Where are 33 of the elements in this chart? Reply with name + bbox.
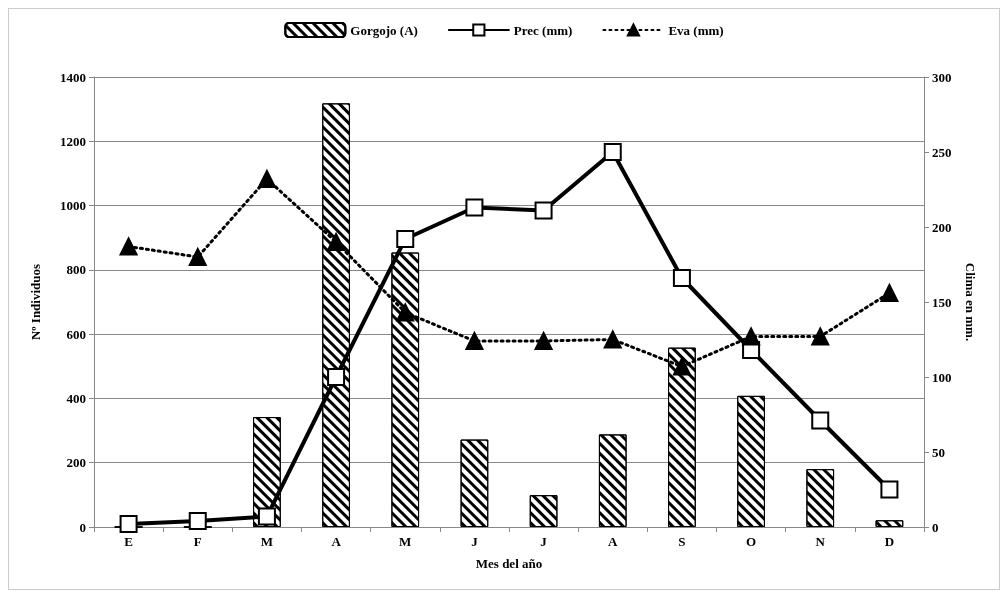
x-tick-label: A <box>331 534 342 549</box>
y-tick-label: 1400 <box>60 69 86 85</box>
x-tick-label: S <box>678 534 686 549</box>
y-tick-label: 800 <box>66 262 86 278</box>
y-tick-label: 1200 <box>60 133 86 149</box>
y2-tick-label: 250 <box>932 144 952 160</box>
y2-tick-label: 0 <box>932 519 939 535</box>
x-tick-label: M <box>399 534 412 549</box>
x-tick-label: F <box>193 534 202 549</box>
x-tick-label: D <box>884 534 895 549</box>
legend-label: Gorgojo (A) <box>350 22 418 38</box>
x-tick-label: J <box>471 534 479 549</box>
y2-tick-label: 150 <box>932 294 952 310</box>
y2-tick-label: 300 <box>932 69 952 85</box>
legend-label: Eva (mm) <box>668 22 724 38</box>
y-tick-label: 0 <box>79 519 86 535</box>
y-tick-label: 1000 <box>60 198 86 214</box>
x-tick-label: N <box>815 534 826 549</box>
legend-label: Prec (mm) <box>513 22 573 38</box>
x-axis-title: Mes del año <box>475 556 543 571</box>
x-tick-label: O <box>746 534 757 549</box>
y-axis-title: Nº Individuos <box>28 263 43 341</box>
x-tick-label: A <box>608 534 619 549</box>
y-tick-label: 600 <box>66 326 86 342</box>
x-tick-label: J <box>540 534 548 549</box>
y2-tick-label: 200 <box>932 219 952 235</box>
x-tick-label: E <box>124 534 133 549</box>
y2-axis-title: Clima en mm. <box>963 262 978 342</box>
x-tick-label: M <box>260 534 274 549</box>
y-tick-label: 400 <box>66 390 86 406</box>
y-tick-label: 200 <box>66 455 86 471</box>
y2-tick-label: 100 <box>932 369 952 385</box>
y2-tick-label: 50 <box>932 444 945 460</box>
